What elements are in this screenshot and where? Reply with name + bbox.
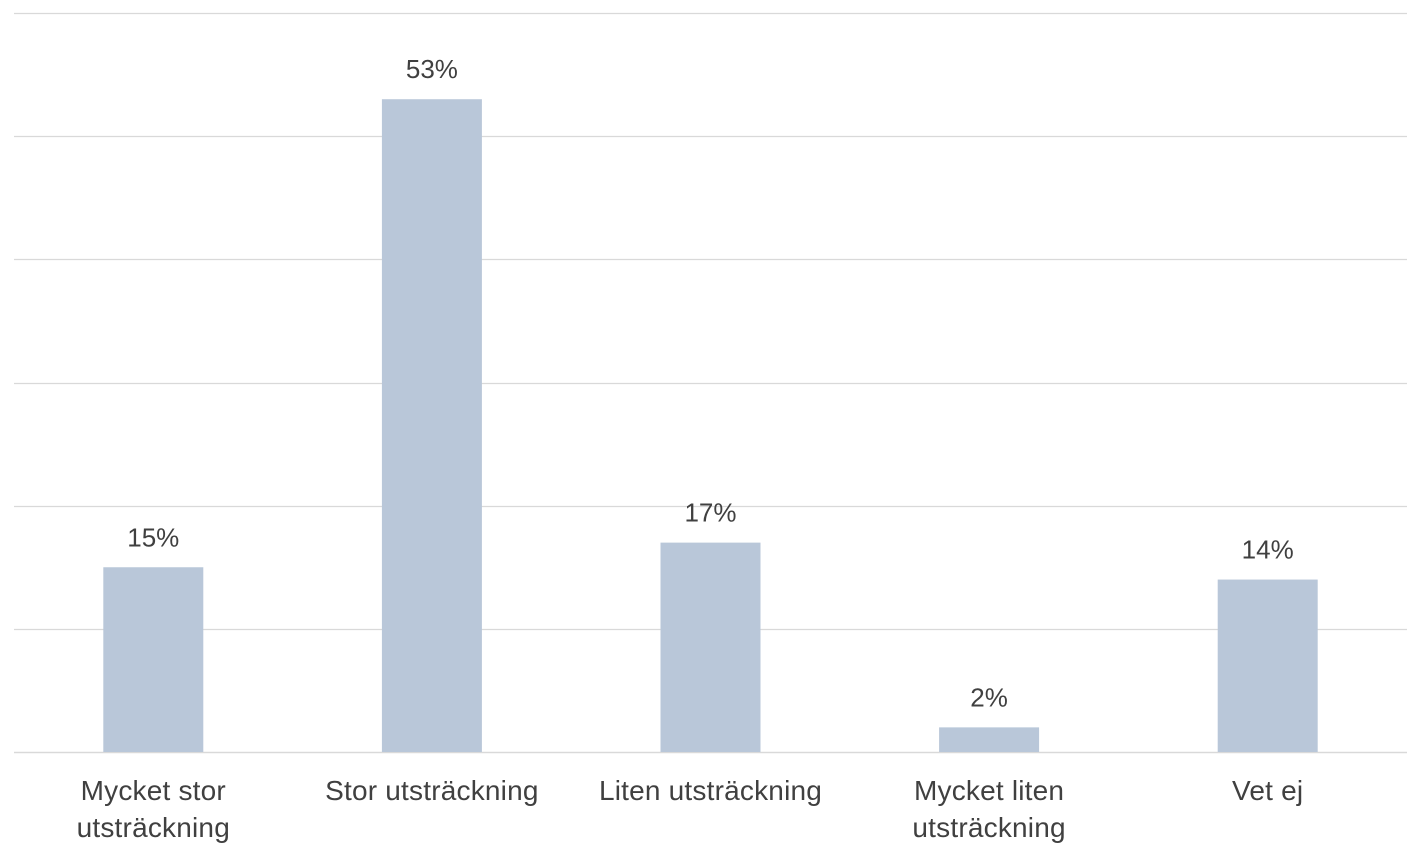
data-label: 14% xyxy=(1242,535,1294,565)
data-label: 15% xyxy=(127,522,179,552)
x-tick-label: Mycket stor utsträckning xyxy=(76,775,230,843)
data-labels: 15% 53% 17% 2% 14% xyxy=(127,54,1293,712)
data-label: 2% xyxy=(970,682,1008,712)
data-label: 53% xyxy=(406,54,458,84)
bar xyxy=(939,727,1040,752)
x-tick-label: Vet ej xyxy=(1232,775,1304,806)
bar xyxy=(381,99,482,752)
bars xyxy=(103,99,1318,752)
x-tick-label: Liten utsträckning xyxy=(598,775,823,806)
bar xyxy=(660,542,761,752)
x-tick-label: Stor utsträckning xyxy=(325,775,539,806)
data-label: 17% xyxy=(684,498,736,528)
bar xyxy=(103,567,204,752)
bar xyxy=(1217,579,1318,752)
x-tick-label: Mycket liten utsträckning xyxy=(912,775,1066,843)
gridlines xyxy=(14,12,1407,754)
